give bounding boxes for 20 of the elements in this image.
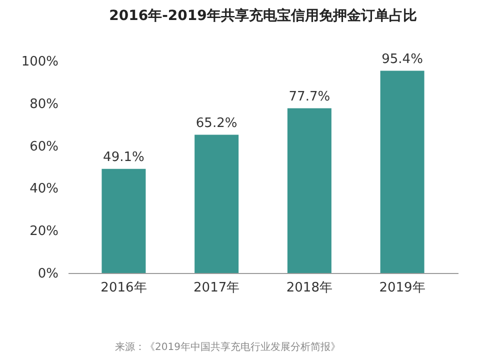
data-label: 95.4% — [382, 52, 423, 67]
y-tick-label: 60% — [30, 139, 58, 154]
data-label: 65.2% — [196, 116, 238, 131]
x-tick-label: 2019年 — [379, 280, 426, 296]
y-tick-label: 80% — [30, 96, 58, 112]
bar — [194, 134, 239, 273]
y-tick-label: 0% — [38, 266, 58, 282]
x-tick-label: 2017年 — [194, 280, 240, 296]
x-tick-label: 2016年 — [100, 280, 147, 296]
data-label: 77.7% — [288, 89, 330, 104]
bar — [102, 168, 146, 273]
chart-title: 2016年-2019年共享充电宝信用免押金订单占比 — [109, 6, 417, 24]
bar — [380, 70, 424, 273]
data-label: 49.1% — [103, 150, 144, 165]
y-tick-label: 100% — [21, 54, 58, 70]
bar — [287, 108, 332, 273]
x-tick-label: 2018年 — [286, 280, 332, 296]
y-tick-label: 20% — [30, 224, 58, 240]
y-tick-label: 40% — [30, 182, 58, 197]
source-note: 来源：《2019年中国共享充电行业发展分析简报》 — [115, 340, 340, 354]
